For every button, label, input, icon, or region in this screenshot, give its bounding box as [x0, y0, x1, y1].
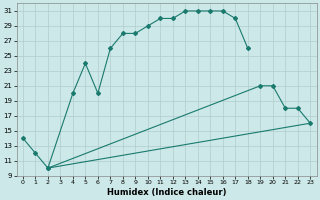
- X-axis label: Humidex (Indice chaleur): Humidex (Indice chaleur): [107, 188, 226, 197]
